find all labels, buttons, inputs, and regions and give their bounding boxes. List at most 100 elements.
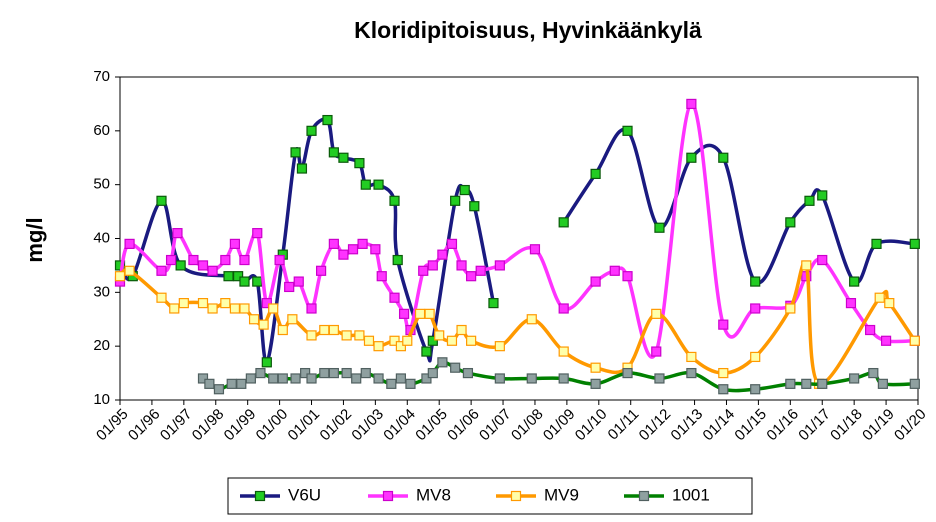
data-point (261, 298, 272, 309)
data-point (315, 265, 327, 276)
x-tick-label: 01/08 (508, 406, 547, 445)
data-point (590, 362, 601, 373)
plot-frame (119, 76, 919, 401)
data-point (909, 238, 920, 249)
data-point (207, 303, 218, 314)
data-point (750, 351, 761, 363)
data-point (197, 298, 209, 309)
x-tick-label: 01/05 (412, 406, 451, 445)
data-point (229, 303, 241, 314)
x-tick-label: 01/12 (636, 406, 675, 445)
data-point (233, 271, 244, 282)
data-point (718, 384, 729, 395)
data-point (466, 335, 477, 346)
data-point (156, 195, 167, 206)
x-tick-label: 01/97 (157, 406, 196, 445)
x-tick-label: 01/06 (444, 406, 483, 445)
data-point (414, 308, 426, 319)
series-line (118, 102, 915, 359)
data-point (526, 373, 537, 384)
data-point (446, 335, 458, 346)
x-tick-label: 01/00 (253, 406, 292, 445)
data-point (274, 254, 285, 266)
data-point (322, 114, 333, 126)
data-point (239, 254, 250, 266)
data-point (252, 228, 263, 239)
data-point (654, 373, 665, 384)
data-point (290, 147, 301, 158)
data-point (475, 265, 486, 276)
data-point (590, 276, 601, 287)
data-point (405, 378, 416, 389)
x-tick-label: 01/19 (859, 406, 898, 445)
data-point (389, 335, 400, 346)
data-point (354, 330, 365, 341)
data-point (293, 276, 304, 287)
data-point (373, 179, 384, 190)
data-point (459, 184, 470, 196)
data-point (494, 341, 505, 352)
data-point (450, 362, 461, 373)
data-point (306, 303, 317, 314)
legend-marker (510, 490, 522, 502)
data-point (718, 367, 729, 379)
data-point (427, 335, 438, 346)
data-point (341, 330, 352, 341)
data-point (804, 195, 815, 206)
x-tick-label: 01/20 (891, 406, 930, 445)
data-point (874, 292, 885, 303)
data-point (165, 254, 177, 266)
data-point (609, 265, 620, 276)
data-point (223, 271, 234, 282)
y-tick-label: 30 (93, 283, 110, 300)
data-point (686, 152, 697, 163)
data-point (239, 276, 250, 287)
data-point (622, 271, 633, 282)
x-tick-label: 01/07 (476, 406, 515, 445)
y-axis-label: mg/l (22, 217, 47, 262)
chart-title: Kloridipitoisuus, Hyvinkäänkylä (354, 17, 702, 43)
data-point (287, 314, 298, 325)
data-point (718, 152, 729, 163)
data-point (402, 335, 413, 346)
data-point (204, 378, 215, 389)
data-point (284, 281, 295, 293)
data-point (437, 357, 448, 368)
data-point (328, 238, 339, 249)
data-point (389, 292, 400, 303)
data-point (114, 271, 126, 282)
data-point (817, 378, 828, 389)
data-point (319, 324, 330, 336)
data-point (175, 260, 186, 271)
data-point (376, 271, 387, 282)
series-line (562, 127, 915, 285)
data-point (338, 152, 349, 163)
x-tick-label: 01/09 (540, 406, 579, 445)
data-point (785, 303, 796, 314)
legend-marker (254, 490, 266, 502)
data-point (156, 292, 167, 303)
data-point (178, 298, 189, 309)
x-tick-label: 01/02 (317, 406, 356, 445)
data-point (395, 373, 406, 384)
data-point (360, 367, 371, 379)
data-point (296, 163, 308, 174)
data-point (252, 276, 263, 287)
x-tick-label: 01/17 (795, 406, 834, 445)
data-point (207, 265, 218, 276)
data-point (258, 319, 269, 330)
data-point (328, 367, 339, 379)
data-point (124, 238, 135, 249)
data-point (868, 367, 879, 379)
data-point (197, 373, 209, 384)
data-point (424, 308, 435, 319)
data-point (877, 378, 888, 389)
data-point (651, 346, 662, 357)
data-point (750, 276, 761, 287)
legend-marker (382, 490, 394, 502)
data-point (526, 314, 537, 325)
x-tick-label: 01/98 (189, 406, 228, 445)
legend-label: MV9 (544, 485, 579, 504)
data-point (261, 357, 272, 368)
data-point (360, 179, 371, 190)
